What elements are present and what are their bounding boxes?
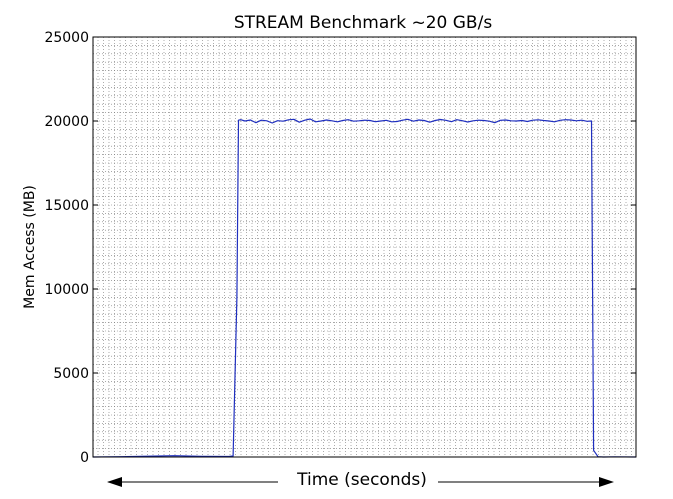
x-axis-label: Time (seconds) <box>296 470 427 490</box>
y-tick-label: 5000 <box>53 366 89 382</box>
y-tick-label: 0 <box>80 450 89 466</box>
y-tick-label: 10000 <box>44 282 89 298</box>
y-tick-label: 25000 <box>44 30 89 46</box>
y-tick-label: 20000 <box>44 114 89 130</box>
plot-frame <box>92 36 637 458</box>
chart-title: STREAM Benchmark ~20 GB/s <box>234 13 493 33</box>
series-line <box>92 118 637 458</box>
series-layer <box>92 118 637 458</box>
y-axis-label: Mem Access (MB) <box>22 185 38 309</box>
y-tick-label: 15000 <box>44 198 89 214</box>
plot-grid <box>93 36 636 457</box>
y-axis: 0 5000 10000 15000 20000 25000 <box>44 30 636 466</box>
x-axis-arrow <box>107 477 614 487</box>
